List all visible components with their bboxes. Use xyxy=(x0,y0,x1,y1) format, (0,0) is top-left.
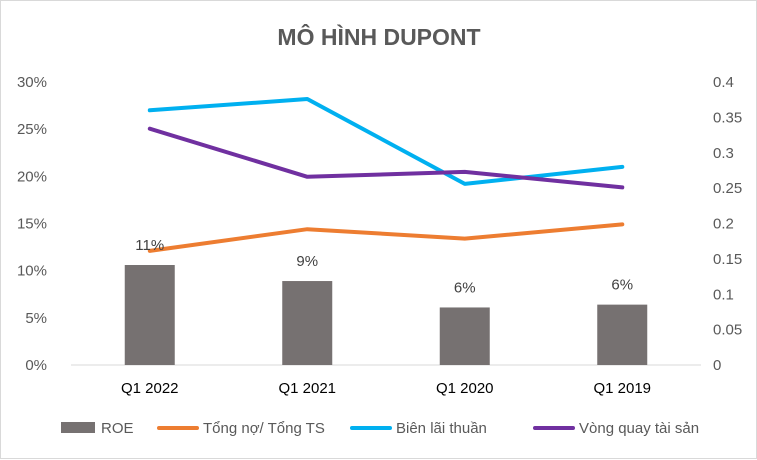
right-tick-label: 0.05 xyxy=(713,322,742,339)
category-label: Q1 2020 xyxy=(436,380,494,397)
roe-bar xyxy=(439,307,490,365)
category-labels: Q1 2022 Q1 2021 Q1 2020 Q1 2019 xyxy=(121,380,651,397)
legend-label: ROE xyxy=(101,420,134,437)
roe-bar xyxy=(597,304,648,365)
right-tick-label: 0.1 xyxy=(713,286,734,303)
roe-data-label: 9% xyxy=(296,253,318,270)
legend-swatch-roe xyxy=(61,422,95,433)
asset-turnover-line xyxy=(147,126,625,190)
legend: ROE Tổng nợ/ Tổng TS Biên lãi thuần Vòng qu… xyxy=(61,420,699,437)
left-tick-label: 5% xyxy=(25,310,47,327)
roe-bar xyxy=(124,265,175,365)
left-tick-label: 20% xyxy=(17,168,47,185)
legend-label: Tổng nợ/ Tổng TS xyxy=(203,420,325,437)
right-tick-label: 0.4 xyxy=(713,74,734,91)
roe-bar xyxy=(282,281,333,365)
right-tick-label: 0.35 xyxy=(713,109,742,126)
right-axis-ticks: 0 0.05 0.1 0.15 0.2 0.25 0.3 0.35 0.4 xyxy=(713,74,742,374)
roe-data-label: 11% xyxy=(135,237,164,254)
roe-data-label: 6% xyxy=(611,277,633,294)
left-tick-label: 10% xyxy=(17,263,47,280)
right-tick-label: 0.3 xyxy=(713,145,734,162)
category-label: Q1 2019 xyxy=(593,380,651,397)
legend-label: Vòng quay tài sản xyxy=(579,420,699,437)
right-tick-label: 0 xyxy=(713,357,721,374)
right-tick-label: 0.2 xyxy=(713,216,734,233)
legend-label: Biên lãi thuần xyxy=(396,420,487,437)
debt-ratio-line xyxy=(147,222,625,253)
right-tick-label: 0.15 xyxy=(713,251,742,268)
right-tick-label: 0.25 xyxy=(713,180,742,197)
left-tick-label: 0% xyxy=(25,357,47,374)
roe-bars xyxy=(124,265,648,365)
left-tick-label: 25% xyxy=(17,121,47,138)
left-tick-label: 15% xyxy=(17,216,47,233)
chart-title: MÔ HÌNH DUPONT xyxy=(277,23,480,50)
left-axis-ticks: 0% 5% 10% 15% 20% 25% 30% xyxy=(17,74,47,374)
roe-data-label: 6% xyxy=(454,279,476,296)
net-margin-line xyxy=(147,97,625,186)
line-series xyxy=(147,97,625,253)
roe-data-labels: 11% 9% 6% 6% xyxy=(135,237,633,296)
left-tick-label: 30% xyxy=(17,74,47,91)
category-label: Q1 2021 xyxy=(278,380,336,397)
category-label: Q1 2022 xyxy=(121,380,179,397)
